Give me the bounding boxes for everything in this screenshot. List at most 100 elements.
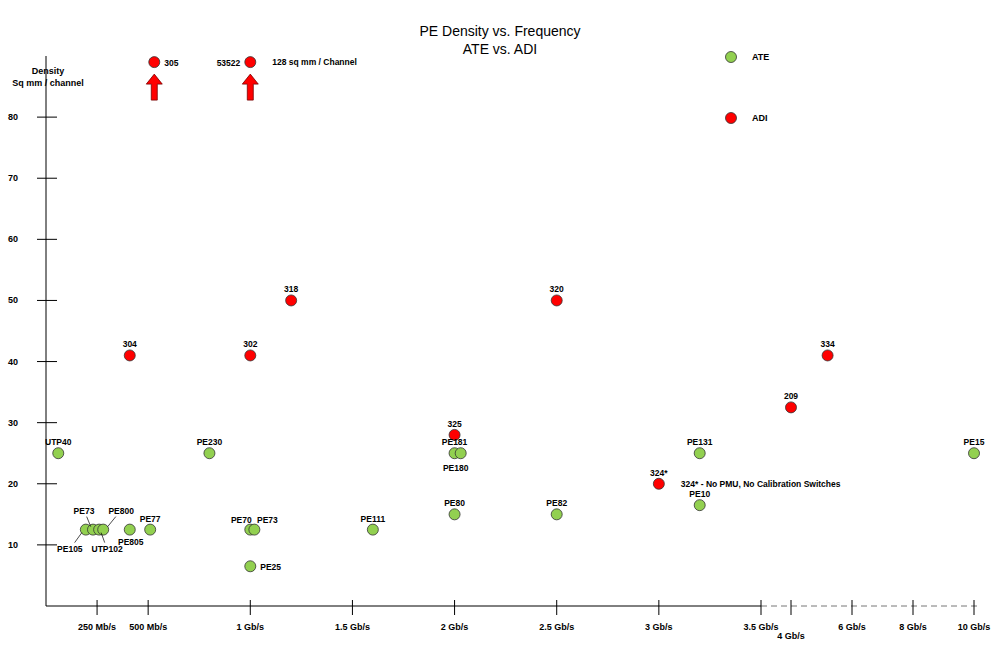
point xyxy=(455,448,466,459)
x-tick-label: 2.5 Gb/s xyxy=(539,622,574,632)
annotation: 128 sq mm / Channel xyxy=(272,57,357,67)
point xyxy=(124,350,135,361)
subtitle: ATE vs. ADI xyxy=(463,41,537,57)
y-tick xyxy=(37,239,57,240)
x-tick-label: 8 Gb/s xyxy=(899,622,927,632)
offscale-arrow xyxy=(242,74,258,100)
point-label: 53522 xyxy=(217,58,241,68)
x-axis-break-line xyxy=(761,606,980,607)
legend-marker xyxy=(726,52,737,63)
point-label: 320 xyxy=(550,284,564,294)
annotation: 324* - No PMU, No Calibration Switches xyxy=(681,479,841,489)
x-tick xyxy=(761,600,762,615)
point xyxy=(249,524,260,535)
point xyxy=(149,57,160,68)
point-label: UTP40 xyxy=(45,437,72,447)
x-tick xyxy=(658,600,659,615)
point xyxy=(551,295,562,306)
x-tick-label: 3 Gb/s xyxy=(645,622,673,632)
point xyxy=(245,350,256,361)
y-tick xyxy=(37,178,57,179)
point-label: 302 xyxy=(243,339,257,349)
x-tick xyxy=(454,600,455,615)
chart: PE Density vs. Frequency ATE vs. ADI Densi… xyxy=(0,0,1000,659)
point-label: PE805 xyxy=(118,537,144,547)
point-label: 334 xyxy=(821,339,835,349)
point-label: PE73 xyxy=(257,515,278,525)
y-tick-label: 40 xyxy=(8,357,18,367)
point-label: PE80 xyxy=(444,498,465,508)
point xyxy=(969,448,980,459)
point-label: PE73 xyxy=(74,506,95,516)
point-label: PE181 xyxy=(442,437,468,447)
x-tick-label: 500 Mb/s xyxy=(129,622,167,632)
x-tick-label: 1.5 Gb/s xyxy=(335,622,370,632)
point-label: 305 xyxy=(164,58,178,68)
point-label: PE111 xyxy=(361,514,386,524)
y-axis-label: Density xyxy=(32,66,65,76)
x-tick-label: 250 Mb/s xyxy=(78,622,116,632)
x-tick xyxy=(556,600,557,615)
leader-line xyxy=(87,517,91,527)
y-tick-label: 30 xyxy=(8,418,18,428)
x-tick xyxy=(97,600,98,615)
point xyxy=(449,509,460,520)
y-axis-line xyxy=(46,56,47,606)
point-label: PE800 xyxy=(108,506,134,516)
point xyxy=(694,500,705,511)
y-tick xyxy=(37,300,57,301)
y-tick xyxy=(37,483,57,484)
point-labels: UTP40PE105PE73UTP102PE800PE805PE77PE230P… xyxy=(45,58,985,572)
legend-marker xyxy=(726,113,737,124)
y-tick xyxy=(37,117,57,118)
x-tick-label: 2 Gb/s xyxy=(441,622,469,632)
point-label: PE77 xyxy=(140,514,161,524)
point-label: 325 xyxy=(447,419,461,429)
y-tick xyxy=(37,544,57,545)
point xyxy=(245,561,256,572)
x-tick xyxy=(352,600,353,615)
y-tick-label: 80 xyxy=(8,112,18,122)
y-tick-label: 10 xyxy=(8,540,18,550)
point xyxy=(145,524,156,535)
point xyxy=(786,402,797,413)
point-label: 304 xyxy=(123,339,137,349)
point xyxy=(245,57,256,68)
point xyxy=(204,448,215,459)
leader-line xyxy=(101,533,105,543)
y-tick-label: 50 xyxy=(8,295,18,305)
point-label: 324* xyxy=(650,468,668,478)
point xyxy=(367,524,378,535)
point xyxy=(822,350,833,361)
title: PE Density vs. Frequency xyxy=(419,23,580,39)
point xyxy=(551,509,562,520)
x-tick-label: 3.5 Gb/s xyxy=(743,622,778,632)
x-tick xyxy=(250,600,251,615)
leader-line xyxy=(108,517,116,527)
point-label: PE180 xyxy=(443,463,469,473)
point-label: PE10 xyxy=(689,489,710,499)
x-tick xyxy=(148,600,149,615)
x-tick xyxy=(852,600,853,615)
x-tick-label: 6 Gb/s xyxy=(838,622,866,632)
point-label: PE230 xyxy=(197,437,223,447)
x-axis-line xyxy=(46,606,761,607)
point-label: PE15 xyxy=(964,437,985,447)
y-tick xyxy=(37,422,57,423)
y-tick-label: 20 xyxy=(8,479,18,489)
x-tick xyxy=(791,600,792,615)
point-label: PE82 xyxy=(546,498,567,508)
point xyxy=(98,524,109,535)
leader-line xyxy=(75,533,82,543)
point xyxy=(53,448,64,459)
point-label: 209 xyxy=(784,391,798,401)
point xyxy=(124,524,135,535)
point-label: PE25 xyxy=(260,562,281,572)
x-tick-label: 4 Gb/s xyxy=(777,631,805,641)
point-label: PE105 xyxy=(57,544,83,554)
y-tick-label: 60 xyxy=(8,234,18,244)
point-label: 318 xyxy=(284,284,298,294)
point-label: PE131 xyxy=(687,437,713,447)
x-tick-label: 10 Gb/s xyxy=(958,622,991,632)
point xyxy=(653,478,664,489)
